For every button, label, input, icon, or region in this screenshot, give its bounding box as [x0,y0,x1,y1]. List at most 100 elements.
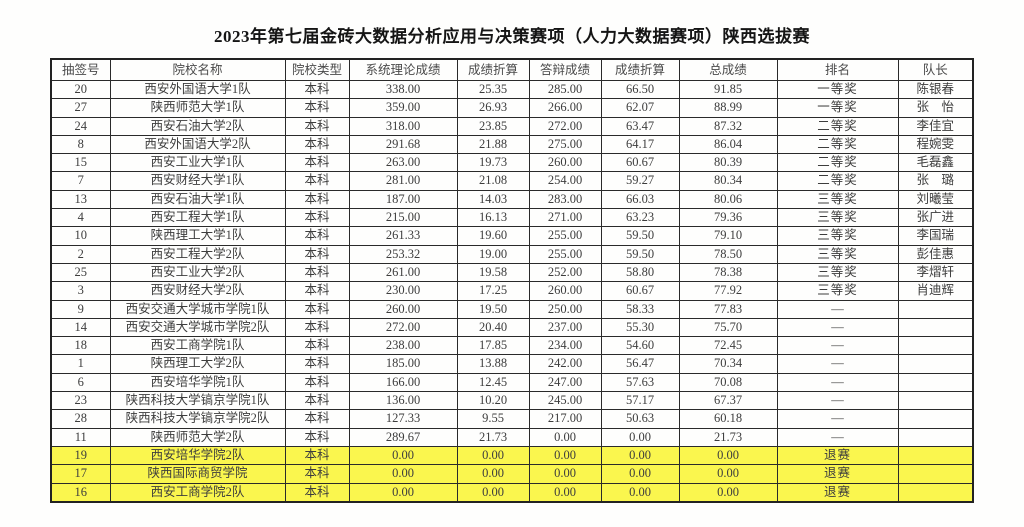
cell-conv1: 19.00 [456,244,530,264]
cell-draw: 27 [50,98,111,118]
cell-theory: 261.00 [348,262,458,283]
table-row: 23 陕西科技大学镐京学院1队 本科 136.00 10.20 245.00 57.17 67… [50,391,974,411]
cell-captain [897,317,974,338]
cell-theory: 281.00 [348,171,458,191]
cell-type: 本科 [284,79,350,100]
cell-conv1: 25.35 [456,79,530,100]
cell-captain [897,354,974,374]
cell-captain [897,391,974,411]
cell-captain: 程婉雯 [897,134,974,155]
cell-theory: 185.00 [348,354,458,374]
cell-defense: 217.00 [528,409,602,429]
cell-conv2: 57.17 [600,391,680,411]
cell-conv1: 12.45 [456,372,530,393]
page-title: 2023年第七届金砖大数据分析应用与决策赛项（人力大数据赛项）陕西选拔赛 [214,27,810,46]
cell-captain [897,336,974,356]
cell-draw: 14 [50,317,111,338]
cell-conv2: 59.50 [600,244,680,264]
table-row: 25 西安工业大学2队 本科 261.00 19.58 252.00 58.80 78.38 三… [50,262,974,283]
cell-type: 本科 [284,116,350,136]
cell-conv1: 13.88 [456,354,530,374]
cell-conv1: 17.85 [456,336,530,356]
cell-total: 80.06 [678,189,778,210]
cell-total: 0.00 [678,464,778,484]
cell-conv1: 23.85 [456,116,530,136]
cell-theory: 136.00 [348,391,458,411]
cell-name: 陕西科技大学镐京学院1队 [109,391,286,411]
cell-type: 本科 [284,189,350,210]
cell-theory: 291.68 [348,134,458,155]
cell-rank: 一等奖 [776,79,899,100]
cell-rank: 退赛 [776,482,899,503]
cell-name: 西安工商学院1队 [109,336,286,356]
cell-conv1: 19.73 [456,153,530,173]
column-header-team-captain: 队长 [897,58,974,81]
cell-conv1: 21.73 [456,427,530,447]
cell-conv2: 63.47 [600,116,680,136]
cell-type: 本科 [284,98,350,118]
cell-conv1: 19.58 [456,262,530,283]
cell-conv2: 0.00 [600,464,680,484]
cell-total: 78.38 [678,262,778,283]
cell-theory: 272.00 [348,317,458,338]
cell-total: 0.00 [678,445,778,466]
table-row: 7 西安财经大学1队 本科 281.00 21.08 254.00 59.27 80.34 二等… [50,171,974,191]
cell-total: 79.10 [678,226,778,246]
cell-draw: 13 [50,189,111,210]
cell-name: 陕西科技大学镐京学院2队 [109,409,286,429]
results-table: 抽签号 院校名称 院校类型 系统理论成绩 成绩折算 答辩成绩 成绩折算 总成绩 … [50,58,974,503]
cell-type: 本科 [284,244,350,264]
cell-draw: 7 [50,171,111,191]
column-header-score-conversion-1: 成绩折算 [456,58,530,81]
cell-total: 87.32 [678,116,778,136]
cell-conv2: 58.33 [600,299,680,319]
cell-defense: 0.00 [528,427,602,447]
cell-conv1: 0.00 [456,464,530,484]
cell-draw: 4 [50,208,111,228]
cell-conv2: 58.80 [600,262,680,283]
column-header-defense-score: 答辩成绩 [528,58,602,81]
cell-conv2: 63.23 [600,208,680,228]
cell-draw: 16 [50,482,111,503]
cell-conv1: 14.03 [456,189,530,210]
cell-conv1: 20.40 [456,317,530,338]
cell-defense: 260.00 [528,281,602,301]
table-row: 20 西安外国语大学1队 本科 338.00 25.35 285.00 66.50 91.85… [50,79,974,100]
table-row: 9 西安交通大学城市学院1队 本科 260.00 19.50 250.00 58.33 77.… [50,299,974,319]
cell-draw: 9 [50,299,111,319]
table-header-row: 抽签号 院校名称 院校类型 系统理论成绩 成绩折算 答辩成绩 成绩折算 总成绩 … [50,58,974,81]
cell-type: 本科 [284,134,350,155]
cell-captain: 肖迪辉 [897,281,974,301]
cell-rank: — [776,409,899,429]
cell-total: 60.18 [678,409,778,429]
cell-rank: 三等奖 [776,226,899,246]
cell-conv2: 66.50 [600,79,680,100]
cell-captain [897,445,974,466]
cell-type: 本科 [284,281,350,301]
cell-draw: 8 [50,134,111,155]
cell-conv2: 60.67 [600,153,680,173]
cell-name: 陕西师范大学1队 [109,98,286,118]
cell-type: 本科 [284,299,350,319]
cell-conv1: 26.93 [456,98,530,118]
cell-rank: 三等奖 [776,189,899,210]
cell-defense: 255.00 [528,244,602,264]
cell-conv2: 0.00 [600,445,680,466]
cell-name: 西安财经大学2队 [109,281,286,301]
cell-defense: 0.00 [528,464,602,484]
cell-defense: 285.00 [528,79,602,100]
column-header-system-theory-score: 系统理论成绩 [348,58,458,81]
column-header-score-conversion-2: 成绩折算 [600,58,680,81]
cell-captain [897,299,974,319]
cell-conv1: 19.60 [456,226,530,246]
cell-rank: — [776,354,899,374]
cell-type: 本科 [284,409,350,429]
cell-type: 本科 [284,208,350,228]
column-header-draw-number: 抽签号 [50,58,111,81]
cell-captain: 刘曦莹 [897,189,974,210]
cell-total: 70.34 [678,354,778,374]
cell-defense: 0.00 [528,482,602,503]
cell-draw: 25 [50,262,111,283]
cell-theory: 0.00 [348,445,458,466]
